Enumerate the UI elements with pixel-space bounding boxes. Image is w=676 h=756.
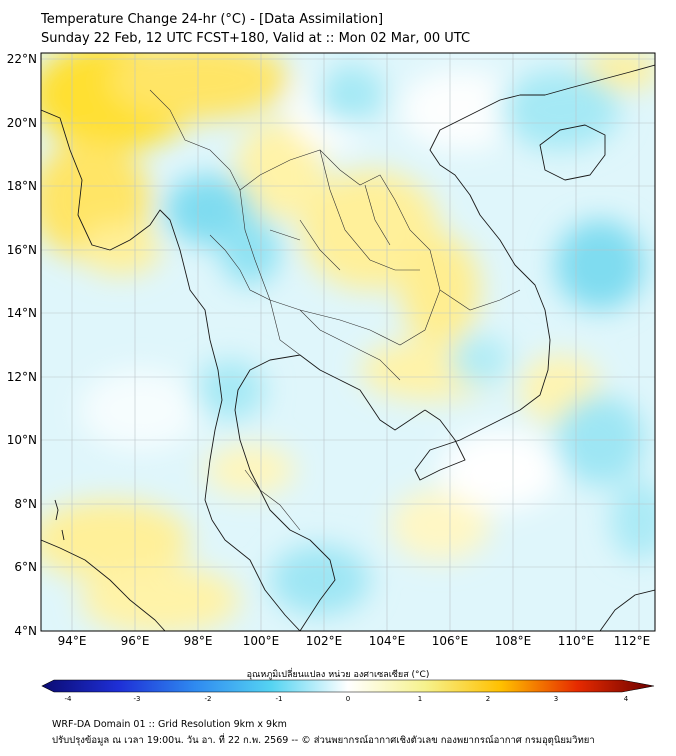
colorbar-tick: -2 (205, 695, 212, 703)
lon-label: 98°E (184, 634, 213, 648)
colorbar-ticks: -4 -3 -2 -1 0 1 2 3 4 (65, 695, 629, 703)
colorbar-tick: 1 (418, 695, 422, 703)
graticule (41, 53, 655, 631)
colorbar-tick: 2 (486, 695, 490, 703)
lat-label: 18°N (7, 179, 37, 193)
lon-label: 94°E (58, 634, 87, 648)
colorbar-label: อุณหภูมิเปลี่ยนแปลง หน่วย องศาเซลเซียส (… (246, 670, 430, 680)
map-subtitle: Sunday 22 Feb, 12 UTC FCST+180, Valid at… (41, 31, 471, 46)
longitude-labels: 94°E 96°E 98°E 100°E 102°E 104°E 106°E 1… (58, 634, 651, 648)
lat-label: 20°N (7, 116, 37, 130)
colorbar-tick: 3 (554, 695, 558, 703)
colorbar-tick: -3 (134, 695, 141, 703)
lat-label: 14°N (7, 306, 37, 320)
temperature-field (41, 53, 655, 631)
latitude-labels: 22°N 20°N 18°N 16°N 14°N 12°N 10°N 8°N 6… (7, 52, 37, 638)
lat-label: 12°N (7, 370, 37, 384)
lat-label: 8°N (14, 497, 37, 511)
lat-label: 22°N (7, 52, 37, 66)
lat-label: 16°N (7, 243, 37, 257)
colorbar-tick: 0 (346, 695, 350, 703)
footer-credit: ปรับปรุงข้อมูล ณ เวลา 19:00น. วัน อา. ที… (52, 735, 595, 746)
lat-label: 10°N (7, 433, 37, 447)
lon-label: 112°E (614, 634, 651, 648)
borders (149, 89, 521, 531)
lat-label: 4°N (14, 624, 37, 638)
footer-model-info: WRF-DA Domain 01 :: Grid Resolution 9km … (52, 719, 287, 730)
lon-label: 108°E (495, 634, 532, 648)
lon-label: 102°E (306, 634, 343, 648)
colorbar-tick: -4 (65, 695, 73, 703)
lat-label: 6°N (14, 560, 37, 574)
coastlines (41, 64, 655, 631)
map-title: Temperature Change 24-hr (°C) - [Data As… (41, 12, 384, 27)
lon-label: 110°E (558, 634, 595, 648)
colorbar-tick: -1 (276, 695, 283, 703)
colorbar: -4 -3 -2 -1 0 1 2 3 4 (41, 679, 655, 703)
lon-label: 104°E (369, 634, 406, 648)
lon-label: 106°E (432, 634, 469, 648)
lon-label: 100°E (243, 634, 280, 648)
colorbar-tick: 4 (624, 695, 629, 703)
lon-label: 96°E (121, 634, 150, 648)
